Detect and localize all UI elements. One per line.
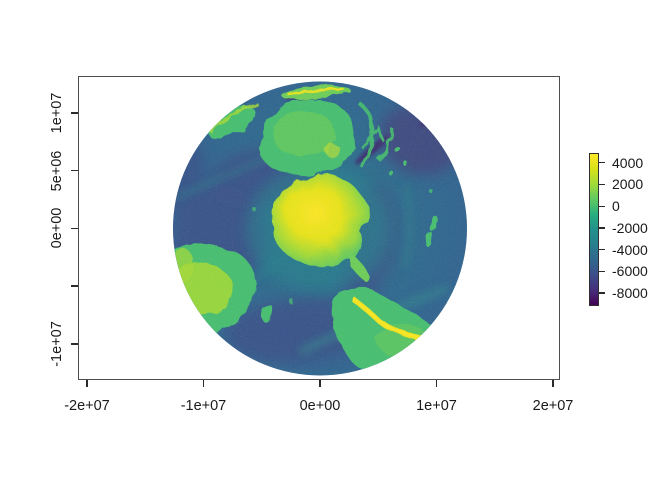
y-axis-tick	[71, 169, 78, 172]
colorbar-tick	[599, 205, 605, 207]
colorbar-tick	[599, 162, 605, 164]
plot-box	[78, 76, 560, 380]
y-axis-tick-label: -1e+07	[48, 321, 65, 367]
colorbar-tick	[599, 270, 605, 272]
colorbar-tick	[599, 227, 605, 229]
y-axis-tick	[71, 112, 78, 114]
colorbar-tick-label: 0	[612, 198, 620, 215]
colorbar	[589, 153, 599, 306]
x-axis-tick	[202, 380, 205, 387]
colorbar-tick	[599, 292, 605, 294]
colorbar-tick-label: 4000	[612, 154, 644, 171]
x-axis-tick	[86, 380, 88, 387]
x-axis-tick-label: 2e+07	[532, 398, 574, 414]
colorbar-tick-label: 2000	[612, 176, 644, 193]
x-axis-tick	[552, 380, 554, 387]
colorbar-tick	[599, 183, 605, 186]
x-axis-tick-label: 1e+07	[416, 398, 457, 414]
y-axis-tick	[71, 227, 78, 230]
x-axis-tick-label: 0e+00	[299, 398, 341, 414]
y-axis-tick-label: 5e+06	[48, 150, 65, 192]
colorbar-tick	[599, 248, 605, 251]
x-axis-tick	[319, 380, 321, 387]
y-axis-tick-label: 0e+00	[48, 208, 65, 249]
y-axis-tick	[71, 285, 78, 287]
x-axis-tick	[435, 380, 438, 387]
y-axis-tick-label: 1e+07	[48, 92, 65, 134]
x-axis-tick-label: -1e+07	[180, 398, 227, 414]
y-axis-tick	[71, 343, 78, 345]
x-axis-tick-label: -2e+07	[64, 398, 110, 414]
colorbar-tick-label: -2000	[612, 219, 648, 236]
colorbar-tick-label: -8000	[612, 284, 648, 301]
colorbar-tick-label: -6000	[612, 263, 648, 280]
colorbar-tick-label: -4000	[612, 241, 648, 258]
